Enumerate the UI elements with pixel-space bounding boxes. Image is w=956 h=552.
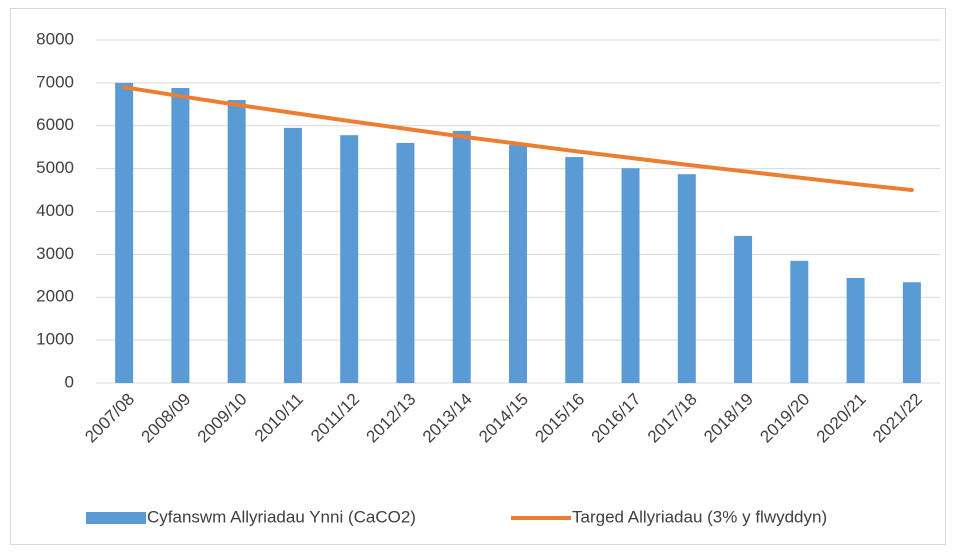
y-tick-label: 2000: [36, 287, 74, 306]
bar: [396, 142, 415, 383]
y-tick-label: 7000: [36, 72, 74, 91]
bar: [340, 135, 359, 383]
legend-label: Targed Allyriadau (3% y flwyddyn): [572, 507, 827, 526]
bar: [115, 82, 134, 383]
y-tick-label: 0: [65, 372, 74, 391]
legend-swatch: [86, 512, 146, 524]
bar: [734, 235, 753, 383]
line: [122, 85, 914, 193]
bar: [565, 157, 584, 383]
bar: [452, 130, 471, 383]
bar: [677, 174, 696, 383]
y-tick-label: 3000: [36, 244, 74, 263]
bar: [790, 260, 809, 383]
y-tick-label: 5000: [36, 158, 74, 177]
bar: [902, 282, 921, 383]
bar: [509, 145, 527, 383]
y-tick-label: 4000: [36, 201, 74, 220]
y-tick-label: 8000: [36, 29, 74, 48]
bar: [621, 168, 640, 383]
y-tick-label: 6000: [36, 115, 74, 134]
bar: [846, 277, 865, 383]
bar: [227, 100, 246, 384]
chart-frame: [10, 8, 946, 545]
y-tick-label: 1000: [36, 330, 74, 349]
legend-label: Cyfanswm Allyriadau Ynni (CaCO2): [147, 507, 416, 526]
bar: [171, 88, 190, 384]
bar: [283, 127, 302, 383]
